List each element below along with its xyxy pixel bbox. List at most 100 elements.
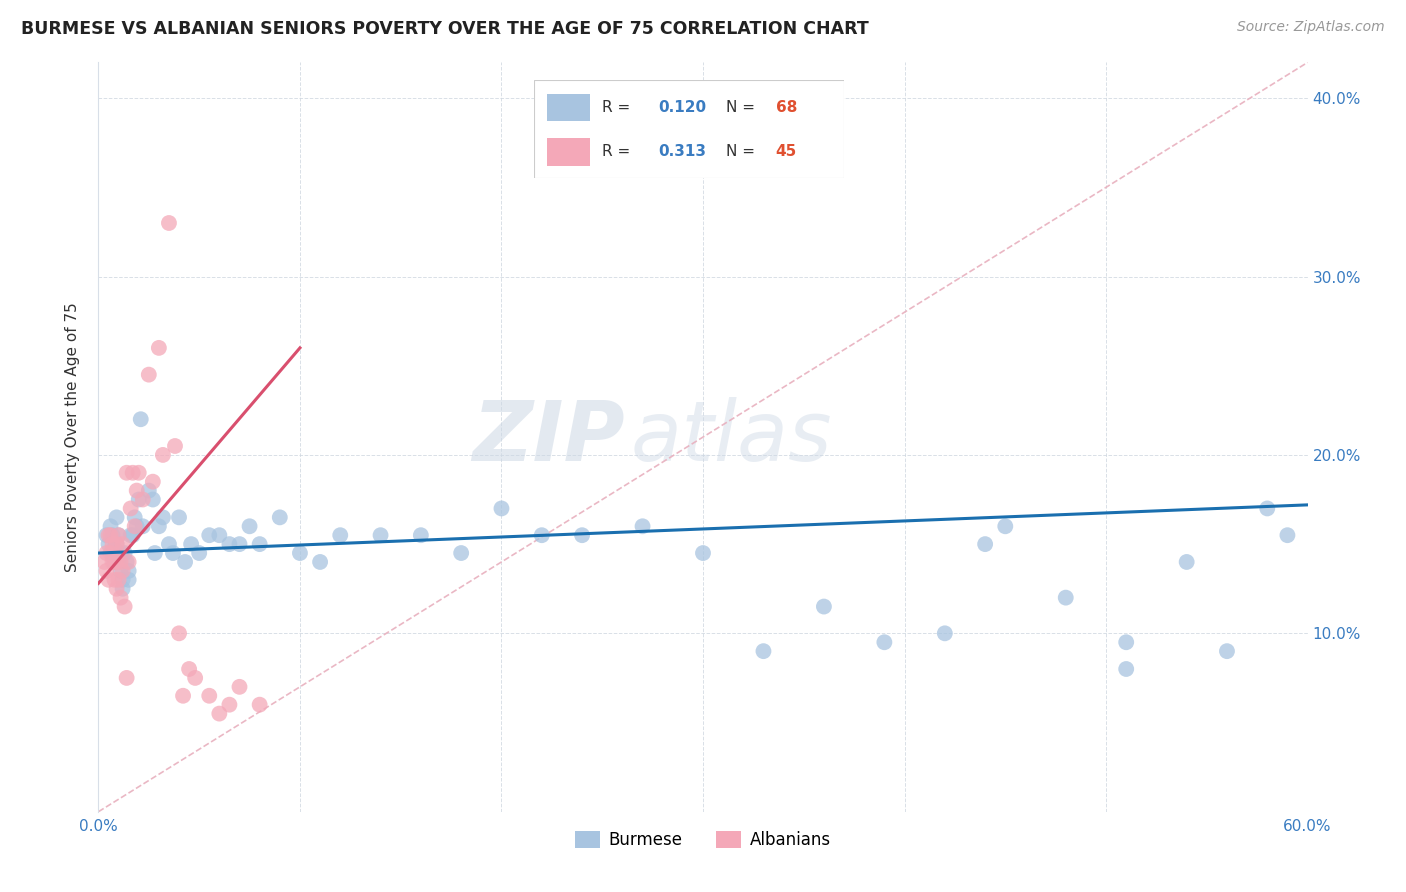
- Point: [111, 564, 134, 578]
- Point: [96, 528, 118, 542]
- Point: [249, 698, 271, 712]
- Text: BURMESE VS ALBANIAN SENIORS POVERTY OVER THE AGE OF 75 CORRELATION CHART: BURMESE VS ALBANIAN SENIORS POVERTY OVER…: [21, 20, 869, 37]
- Point: [101, 528, 124, 542]
- Text: 45: 45: [776, 145, 797, 160]
- Point: [167, 510, 190, 524]
- FancyBboxPatch shape: [534, 80, 844, 178]
- Point: [208, 706, 231, 721]
- Point: [138, 483, 160, 498]
- Point: [631, 519, 654, 533]
- Point: [530, 528, 553, 542]
- Point: [101, 555, 124, 569]
- Point: [97, 537, 120, 551]
- Point: [1256, 501, 1278, 516]
- Point: [138, 368, 160, 382]
- Point: [934, 626, 956, 640]
- Point: [105, 555, 128, 569]
- Point: [163, 439, 186, 453]
- Point: [198, 528, 221, 542]
- Point: [118, 564, 141, 578]
- Point: [1054, 591, 1077, 605]
- Text: N =: N =: [725, 145, 759, 160]
- Point: [571, 528, 593, 542]
- Point: [100, 546, 122, 560]
- Point: [491, 501, 513, 516]
- Point: [128, 492, 150, 507]
- Point: [994, 519, 1017, 533]
- Point: [752, 644, 775, 658]
- Point: [118, 573, 141, 587]
- Point: [105, 537, 128, 551]
- Point: [249, 537, 271, 551]
- Point: [100, 519, 122, 533]
- Point: [180, 537, 202, 551]
- Point: [218, 698, 240, 712]
- Point: [409, 528, 432, 542]
- Point: [110, 564, 132, 578]
- Point: [239, 519, 262, 533]
- Point: [1115, 635, 1137, 649]
- Point: [115, 466, 138, 480]
- Text: 0.313: 0.313: [658, 145, 706, 160]
- Point: [110, 591, 132, 605]
- Point: [370, 528, 392, 542]
- Y-axis label: Seniors Poverty Over the Age of 75: Seniors Poverty Over the Age of 75: [65, 302, 80, 572]
- Point: [101, 546, 124, 560]
- Point: [110, 555, 132, 569]
- Point: [105, 537, 128, 551]
- Point: [142, 475, 165, 489]
- Point: [100, 528, 122, 542]
- Legend: Burmese, Albanians: Burmese, Albanians: [569, 824, 837, 855]
- Point: [97, 573, 120, 587]
- Point: [142, 492, 165, 507]
- FancyBboxPatch shape: [547, 94, 591, 121]
- Point: [111, 573, 134, 587]
- Point: [450, 546, 472, 560]
- Point: [1277, 528, 1299, 542]
- Point: [179, 662, 201, 676]
- Point: [93, 555, 115, 569]
- Point: [115, 555, 138, 569]
- Point: [125, 483, 148, 498]
- Point: [120, 528, 142, 542]
- Text: atlas: atlas: [630, 397, 832, 477]
- Point: [107, 528, 129, 542]
- Point: [132, 492, 155, 507]
- Point: [114, 599, 136, 614]
- Point: [125, 519, 148, 533]
- FancyBboxPatch shape: [547, 138, 591, 166]
- Point: [120, 501, 142, 516]
- Point: [111, 537, 134, 551]
- Text: 0.120: 0.120: [658, 100, 706, 115]
- Point: [124, 519, 146, 533]
- Point: [208, 528, 231, 542]
- Point: [162, 546, 184, 560]
- Point: [1175, 555, 1198, 569]
- Point: [121, 528, 143, 542]
- Point: [167, 626, 190, 640]
- Point: [269, 510, 291, 524]
- Point: [114, 546, 136, 560]
- Point: [198, 689, 221, 703]
- Point: [128, 466, 150, 480]
- Point: [118, 555, 141, 569]
- Point: [103, 541, 125, 555]
- Text: R =: R =: [602, 100, 636, 115]
- Text: ZIP: ZIP: [472, 397, 624, 477]
- Point: [1216, 644, 1239, 658]
- Point: [107, 573, 129, 587]
- Text: N =: N =: [725, 100, 759, 115]
- Point: [288, 546, 311, 560]
- Point: [309, 555, 332, 569]
- Point: [152, 448, 174, 462]
- Point: [1115, 662, 1137, 676]
- Point: [157, 537, 180, 551]
- Point: [107, 555, 129, 569]
- Point: [96, 546, 118, 560]
- Text: 68: 68: [776, 100, 797, 115]
- Point: [184, 671, 207, 685]
- Point: [157, 216, 180, 230]
- Point: [105, 510, 128, 524]
- Point: [228, 680, 250, 694]
- Point: [103, 555, 125, 569]
